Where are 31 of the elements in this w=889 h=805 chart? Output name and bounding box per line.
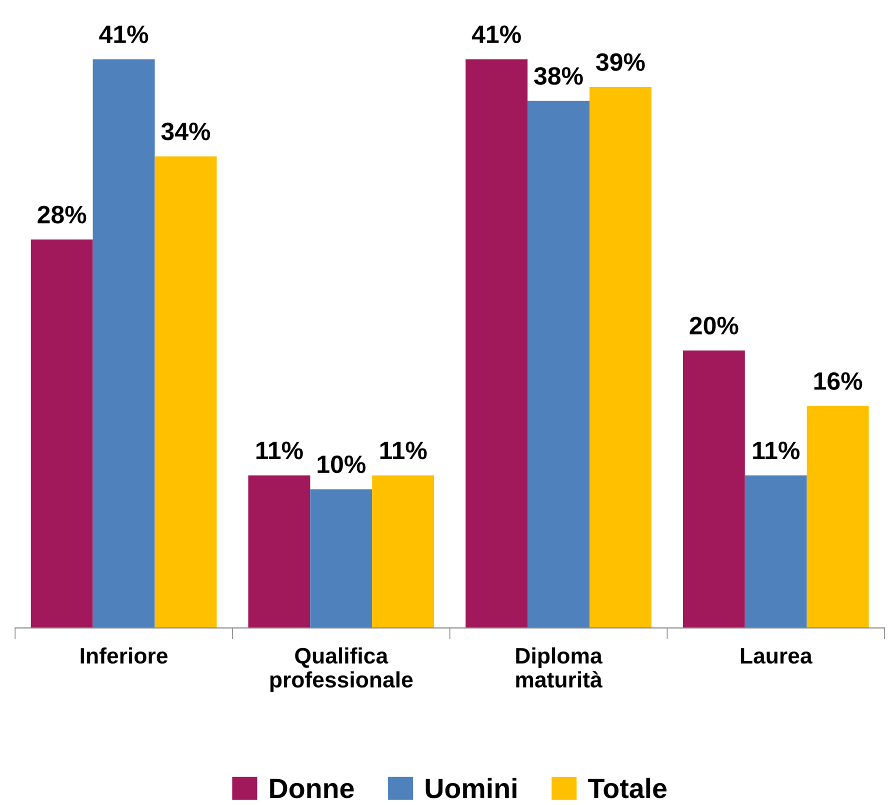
data-label: 16% <box>814 372 862 390</box>
data-label: 38% <box>534 67 583 85</box>
legend-label: Donne <box>270 778 354 798</box>
bar <box>744 475 807 628</box>
x-tick-label: Qualifica professionale <box>270 647 413 692</box>
data-label: 10% <box>318 455 366 474</box>
bar <box>30 240 93 628</box>
bar <box>806 406 869 628</box>
legend-label: Totale <box>588 778 667 798</box>
bar <box>682 350 745 628</box>
data-label: 41% <box>99 26 148 44</box>
bar <box>589 86 652 628</box>
bar <box>310 489 372 628</box>
x-tick-label: Laurea <box>740 648 812 664</box>
data-label: 34% <box>161 122 210 140</box>
data-label: 28% <box>38 206 86 224</box>
legend-label: Uomini <box>426 778 516 798</box>
x-tick-label: Inferiore <box>80 647 168 664</box>
data-label: 11% <box>256 442 303 460</box>
bar <box>466 59 528 628</box>
bar <box>154 156 217 628</box>
data-label: 11% <box>753 442 800 460</box>
bar <box>248 475 310 628</box>
bar <box>92 59 155 628</box>
data-label: 41% <box>472 26 521 44</box>
bar <box>372 475 434 628</box>
data-label: 20% <box>690 316 738 334</box>
bar <box>528 100 590 628</box>
x-tick-label: Diploma maturità <box>516 647 602 688</box>
data-label: 11% <box>380 442 427 460</box>
data-label: 39% <box>596 53 645 71</box>
